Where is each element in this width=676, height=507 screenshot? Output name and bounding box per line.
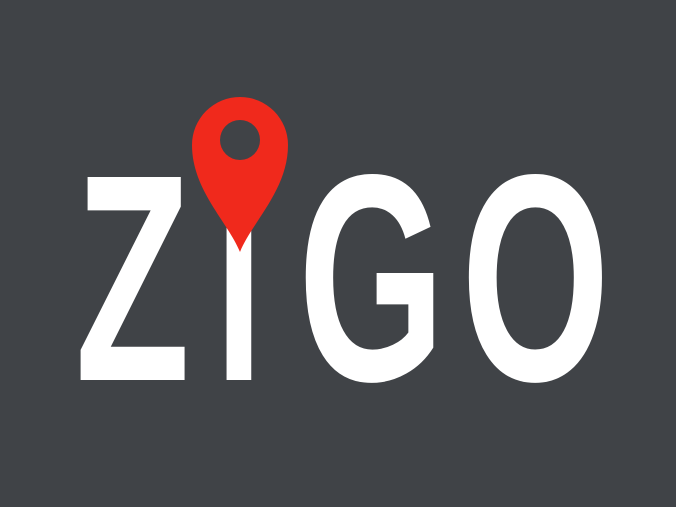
map-pin	[192, 97, 288, 252]
pin-hole	[220, 120, 260, 160]
letter-g: G	[298, 113, 445, 443]
letter-z: Z	[75, 113, 190, 443]
pin-body	[192, 97, 288, 252]
letter-o: O	[461, 113, 610, 443]
